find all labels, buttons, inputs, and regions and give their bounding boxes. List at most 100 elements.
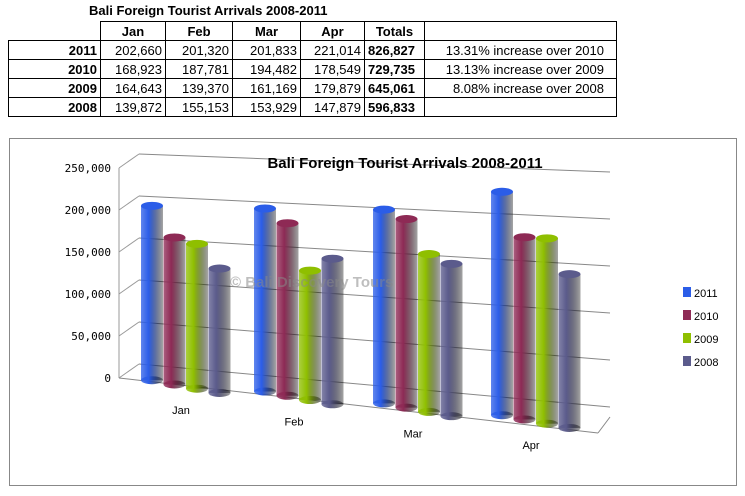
x-tick-label: Mar bbox=[404, 428, 423, 440]
bar-top bbox=[491, 187, 513, 196]
bar-jan-2009 bbox=[186, 243, 208, 389]
floor-right-edge bbox=[597, 416, 611, 434]
bar-top bbox=[536, 234, 558, 243]
bar-jan-2010 bbox=[163, 237, 186, 385]
gridline-wall bbox=[118, 321, 140, 337]
cell-value: 201,320 bbox=[165, 40, 233, 60]
gridline-wall bbox=[118, 279, 140, 295]
watermark: © Bali Discovery Tours bbox=[230, 274, 393, 291]
bar-apr-2008 bbox=[558, 274, 581, 428]
y-tick-label: 50,000 bbox=[71, 330, 111, 343]
cell-total: 596,833 bbox=[364, 97, 425, 117]
bar-base bbox=[513, 415, 536, 424]
cell-note: 8.08% increase over 2008 bbox=[424, 78, 617, 98]
cell-value: 164,643 bbox=[100, 78, 166, 98]
bar-base bbox=[558, 423, 581, 432]
cell-value: 168,923 bbox=[100, 59, 166, 79]
y-tick-label: 150,000 bbox=[65, 246, 111, 259]
cell-value: 139,370 bbox=[165, 78, 233, 98]
bar-base bbox=[418, 407, 440, 416]
bar-base bbox=[163, 380, 186, 389]
chart-area: 0 50,000 100,000 150,000 200,000 250,000 Bali … bbox=[9, 138, 737, 486]
bar-apr-2010 bbox=[513, 237, 536, 420]
legend-swatch-2010 bbox=[683, 310, 691, 320]
row-year: 2009 bbox=[8, 78, 101, 98]
bar-base bbox=[536, 419, 558, 428]
bar-top bbox=[513, 233, 536, 242]
bar-base bbox=[208, 388, 231, 397]
cell-total: 729,735 bbox=[364, 59, 425, 79]
bar-top bbox=[163, 233, 186, 242]
bar-base bbox=[373, 399, 395, 408]
cell-value: 161,169 bbox=[232, 78, 301, 98]
bar-top bbox=[373, 205, 395, 214]
bar-mar-2009 bbox=[418, 254, 440, 412]
cell-value: 179,879 bbox=[300, 78, 365, 98]
legend-label: 2011 bbox=[694, 288, 718, 300]
bar-feb-2011 bbox=[254, 208, 276, 392]
row-year: 2010 bbox=[8, 59, 101, 79]
bar-top bbox=[208, 264, 231, 273]
cell-value: 155,153 bbox=[165, 97, 233, 117]
y-tick-label: 0 bbox=[104, 372, 111, 385]
x-tick-label: Jan bbox=[172, 405, 190, 417]
bar-top bbox=[141, 201, 163, 210]
legend-label: 2009 bbox=[694, 334, 718, 346]
y-tick-label: 200,000 bbox=[65, 204, 111, 217]
bar-top bbox=[321, 254, 344, 263]
bar-top bbox=[440, 259, 463, 268]
row-year: 2008 bbox=[8, 97, 101, 117]
table-row: 2009 164,643 139,370 161,169 179,879 645,061 8… bbox=[8, 78, 617, 98]
bar-base bbox=[491, 411, 513, 420]
row-year: 2011 bbox=[8, 40, 101, 60]
gridline-wall bbox=[118, 363, 140, 379]
cell-note: 13.31% increase over 2010 bbox=[424, 40, 617, 60]
bar-base bbox=[321, 400, 344, 409]
table-row: 2010 168,923 187,781 194,482 178,549 729,735 1… bbox=[8, 59, 617, 79]
gridline-wall bbox=[118, 237, 140, 253]
bar-top bbox=[395, 215, 418, 224]
chart-title: Bali Foreign Tourist Arrivals 2008-2011 bbox=[267, 155, 542, 172]
gridline-wall bbox=[118, 153, 140, 169]
header-apr: Apr bbox=[300, 21, 365, 41]
cell-note: 13.13% increase over 2009 bbox=[424, 59, 617, 79]
bar-base bbox=[395, 403, 418, 412]
x-tick-label: Apr bbox=[522, 440, 539, 452]
bar-base bbox=[141, 376, 163, 385]
legend-label: 2010 bbox=[694, 311, 718, 323]
cell-value: 187,781 bbox=[165, 59, 233, 79]
bar-feb-2009 bbox=[299, 270, 321, 400]
bar-chart-3d: 0 50,000 100,000 150,000 200,000 250,000 Bali … bbox=[65, 153, 718, 452]
header-totals: Totals bbox=[364, 21, 425, 41]
bar-base bbox=[440, 412, 463, 421]
table-title: Bali Foreign Tourist Arrivals 2008-2011 bbox=[89, 3, 328, 18]
bar-top bbox=[186, 239, 208, 248]
table-header-row: Jan Feb Mar Apr Totals bbox=[8, 21, 617, 41]
cell-value: 139,872 bbox=[100, 97, 166, 117]
cell-value: 178,549 bbox=[300, 59, 365, 79]
bar-mar-2008 bbox=[440, 263, 463, 417]
bar-top bbox=[254, 204, 276, 213]
bar-top bbox=[558, 270, 581, 279]
bar-top bbox=[418, 250, 440, 259]
header-feb: Feb bbox=[165, 21, 233, 41]
y-tick-label: 250,000 bbox=[65, 162, 111, 175]
cell-value: 153,929 bbox=[232, 97, 301, 117]
bar-base bbox=[299, 396, 321, 404]
x-tick-label: Feb bbox=[285, 417, 304, 429]
table-row: 2011 202,660 201,320 201,833 221,014 826,827 1… bbox=[8, 40, 617, 60]
bar-feb-2010 bbox=[276, 223, 299, 396]
gridline-wall bbox=[118, 195, 140, 211]
bar-jan-2008 bbox=[208, 268, 231, 393]
y-tick-label: 100,000 bbox=[65, 288, 111, 301]
bar-base bbox=[254, 387, 276, 396]
legend-swatch-2008 bbox=[683, 356, 691, 366]
bar-base bbox=[276, 391, 299, 400]
bar-base bbox=[186, 384, 208, 393]
cell-note bbox=[424, 97, 617, 117]
bar-top bbox=[299, 266, 321, 275]
bar-feb-2008 bbox=[321, 258, 344, 405]
gridline bbox=[138, 153, 611, 173]
bar-apr-2011 bbox=[491, 191, 513, 416]
bar-apr-2009 bbox=[536, 238, 558, 424]
